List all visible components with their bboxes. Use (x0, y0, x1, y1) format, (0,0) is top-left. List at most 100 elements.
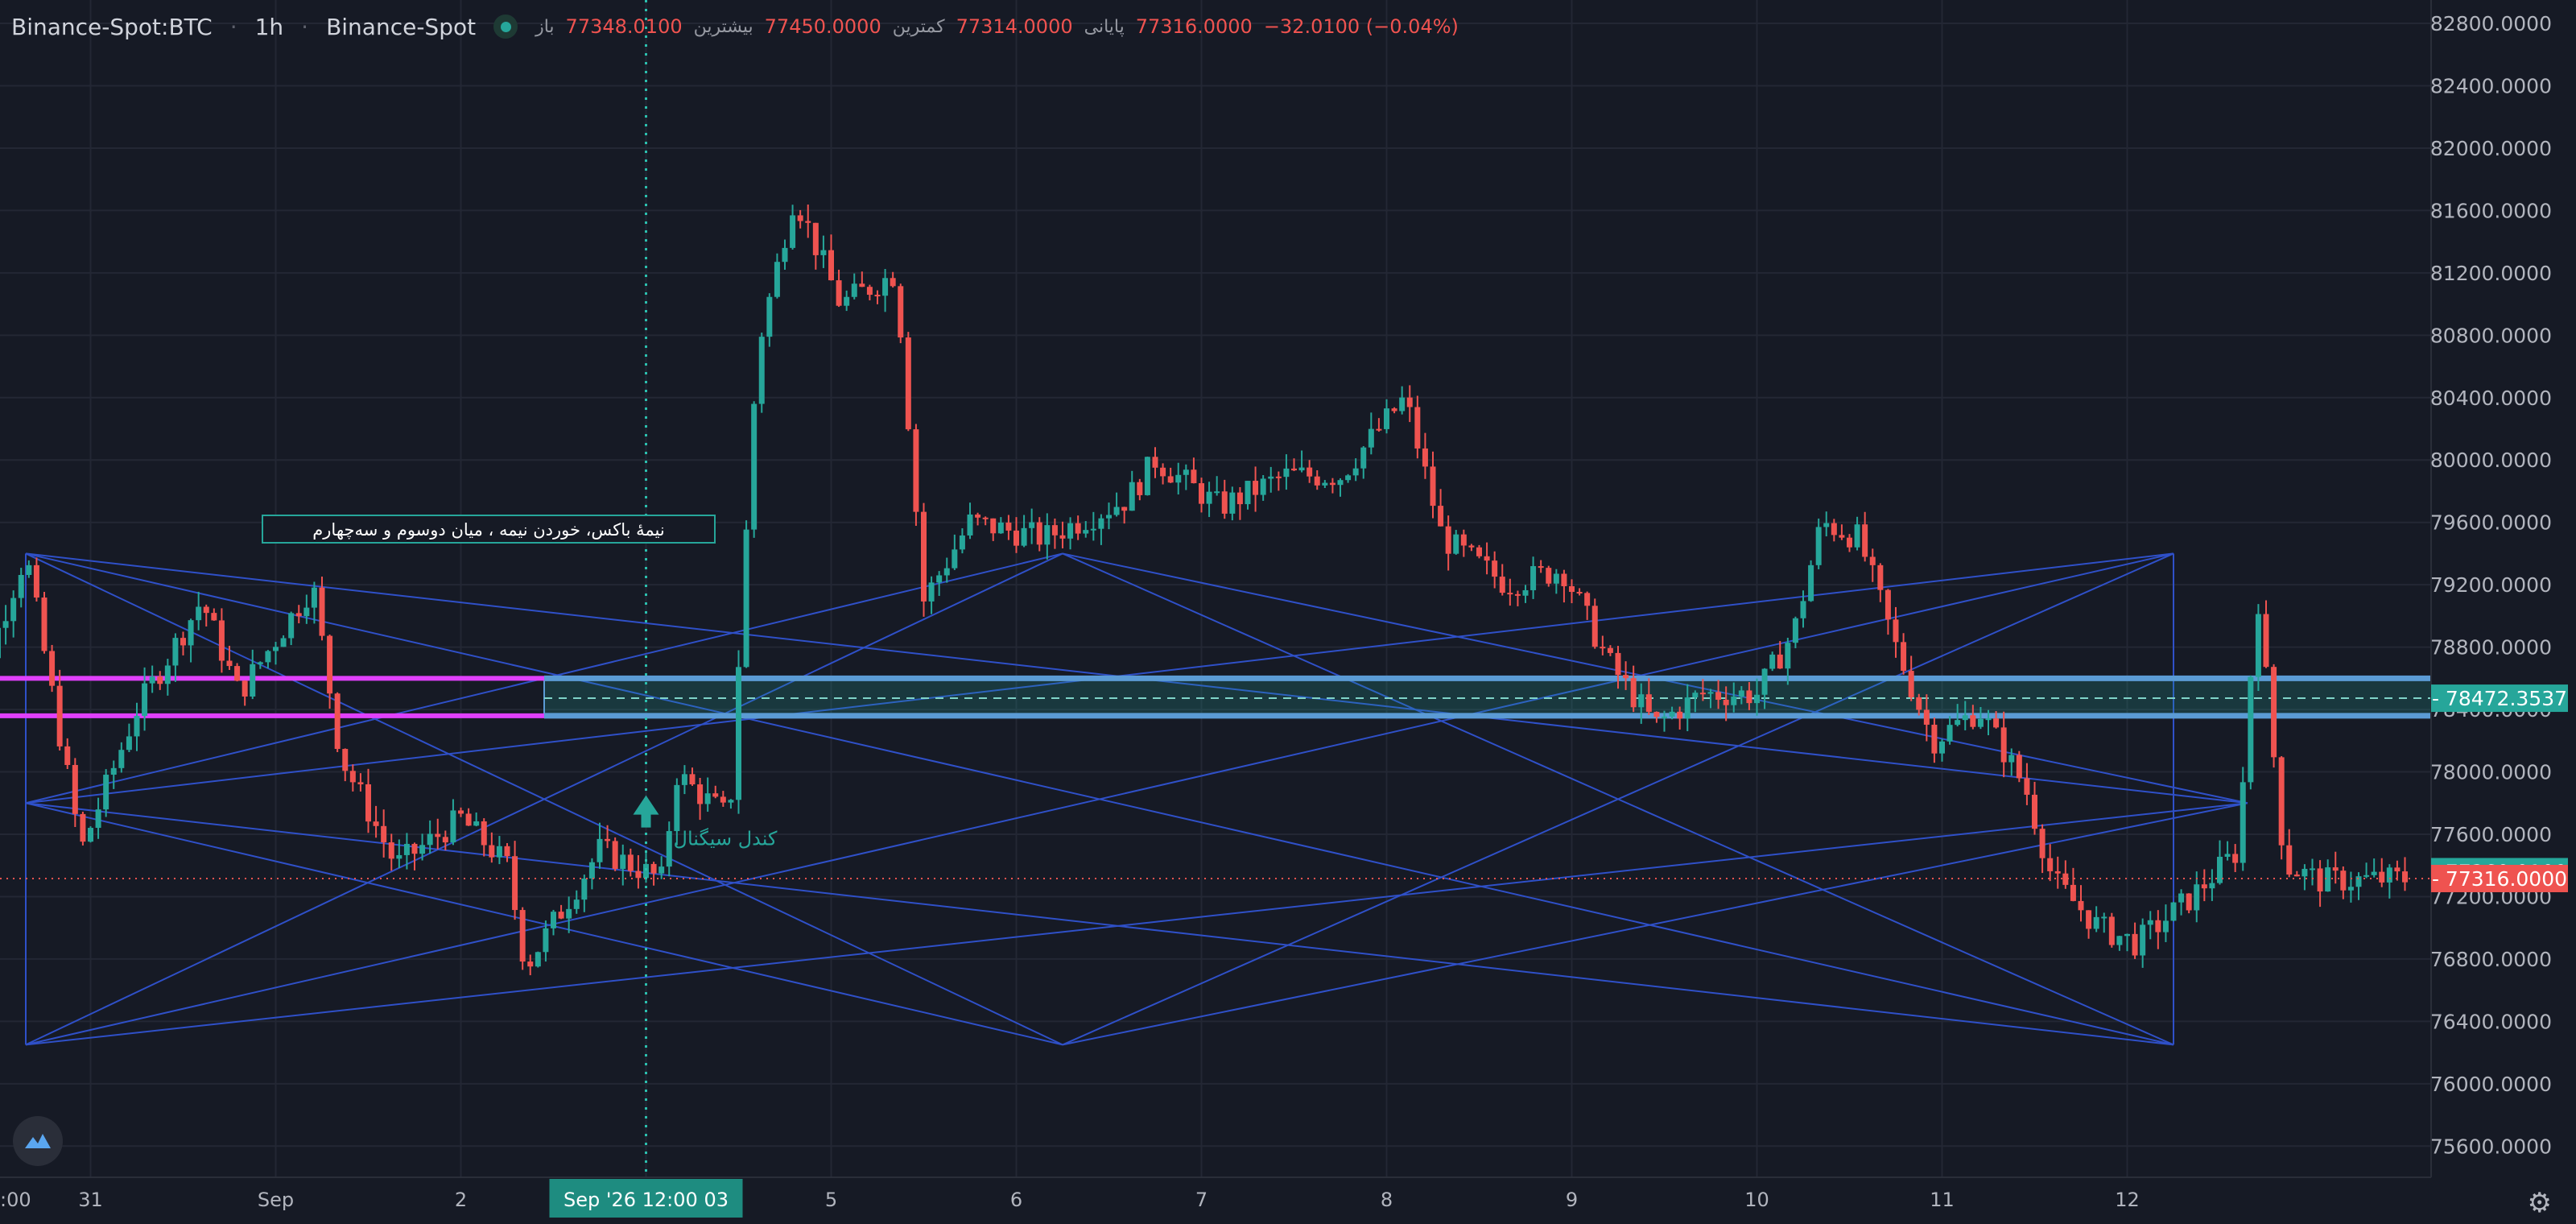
candle-body (1468, 545, 1475, 548)
candle-body (1113, 507, 1120, 515)
candle-body (2371, 871, 2377, 875)
candle-body (149, 676, 155, 684)
candle-body (597, 838, 603, 862)
price-tick-label: 82000.0000 (2430, 137, 2552, 160)
candle-body (10, 598, 17, 622)
candle-body (1106, 515, 1112, 519)
candle-body (473, 821, 480, 826)
candle-body (1137, 482, 1143, 495)
candle-body (242, 680, 248, 697)
candle-body (836, 280, 842, 306)
candle-body (674, 784, 680, 832)
candle-body (49, 651, 56, 686)
candle-body (2271, 667, 2277, 758)
pattern-line[interactable] (25, 552, 2174, 1046)
candle-body (2093, 916, 2099, 929)
candle-body (1090, 528, 1096, 531)
candle-body (975, 514, 981, 518)
candle-body (2293, 875, 2300, 877)
candle-body (1916, 697, 1922, 710)
candle-body (921, 511, 927, 602)
interval-label[interactable]: 1h (254, 13, 284, 40)
candle-body (1908, 671, 1914, 697)
candle-body (504, 846, 510, 857)
pattern-line[interactable] (25, 802, 2174, 1046)
candle-body (180, 638, 186, 646)
pattern-line[interactable] (1062, 802, 2248, 1046)
time-tick-label: 9 (1566, 1189, 1578, 1211)
candle-body (2054, 870, 2061, 874)
pattern-line[interactable] (25, 802, 2248, 1046)
candle-body (334, 693, 341, 750)
candle-body (1414, 407, 1421, 449)
time-tick-label: 5 (825, 1189, 837, 1211)
candle-body (2132, 933, 2138, 956)
candle-body (2386, 867, 2392, 883)
candle-body (1662, 716, 1667, 718)
candle-body (2147, 920, 2153, 925)
candle-body (172, 638, 179, 666)
candle-body (2140, 924, 2146, 956)
candle-body (2201, 884, 2207, 889)
candle-body (373, 821, 379, 826)
candle-body (2394, 867, 2401, 872)
candle-body (1946, 725, 1953, 742)
candle-body (1692, 693, 1699, 698)
candle-body (2278, 757, 2285, 846)
candle-body (2232, 854, 2239, 863)
candle-body (1167, 476, 1174, 483)
candle-body (126, 736, 132, 751)
candle-body (1877, 564, 1884, 590)
candle-body (203, 606, 209, 614)
candle-body (1615, 652, 1621, 676)
candle-body (1684, 697, 1690, 719)
candle-body (1553, 573, 1559, 584)
time-tick-label: 11 (1930, 1189, 1955, 1211)
candle-body (280, 638, 287, 647)
candle-body (2209, 883, 2215, 889)
tradingview-logo-icon[interactable] (13, 1116, 63, 1166)
candle-body (1630, 678, 1637, 708)
candle-body (566, 908, 572, 919)
range-box-rect[interactable] (543, 677, 2432, 717)
candle-body (1785, 643, 1791, 669)
candle-body (1191, 469, 1197, 484)
time-tick-label: 10 (1744, 1189, 1769, 1211)
candle-body (681, 774, 687, 785)
candle-body (2116, 936, 2123, 945)
range-box[interactable] (0, 675, 2432, 719)
candle-body (2301, 868, 2308, 877)
pattern-line[interactable] (25, 802, 1063, 1046)
candle-body (1384, 408, 1389, 429)
candle-body (481, 821, 487, 846)
candle-body (64, 746, 71, 765)
price-tick-label: 80800.0000 (2430, 324, 2552, 347)
price-tick-label: 82800.0000 (2430, 12, 2552, 35)
candle-body (1036, 522, 1042, 545)
box-note-label[interactable]: نیمهٔ باکس، خوردن نیمه ، میان دوسوم و سه… (312, 520, 664, 540)
candle-body (1677, 711, 1683, 719)
pattern-lines[interactable] (25, 552, 2248, 1046)
settings-gear-icon[interactable]: ⚙ (2527, 1187, 2552, 1219)
candle-body (2317, 868, 2323, 892)
ohlc-values: باز 77348.0100 بیشترین 77450.0000 کمترین… (535, 15, 1459, 38)
candle-body (1923, 709, 1930, 725)
time-tick-label: 2 (455, 1189, 467, 1211)
box-note-frame[interactable] (262, 515, 716, 544)
candle-body (1893, 619, 1899, 643)
candle-body (1792, 618, 1798, 643)
open-value: 77348.0100 (565, 15, 683, 38)
symbol-name[interactable]: Binance-Spot:BTC (11, 13, 213, 40)
candle-body (2178, 893, 2185, 903)
candle-body (743, 529, 749, 668)
close-label: پایانی (1084, 16, 1125, 37)
pattern-line[interactable] (25, 552, 1063, 1046)
candle-body (396, 854, 402, 859)
candle-body (1445, 526, 1451, 554)
pattern-line[interactable] (1062, 552, 2174, 1046)
candle-body (543, 928, 549, 953)
grid (0, 0, 2431, 1177)
candle-body (56, 685, 63, 746)
candle-body (1314, 476, 1320, 486)
